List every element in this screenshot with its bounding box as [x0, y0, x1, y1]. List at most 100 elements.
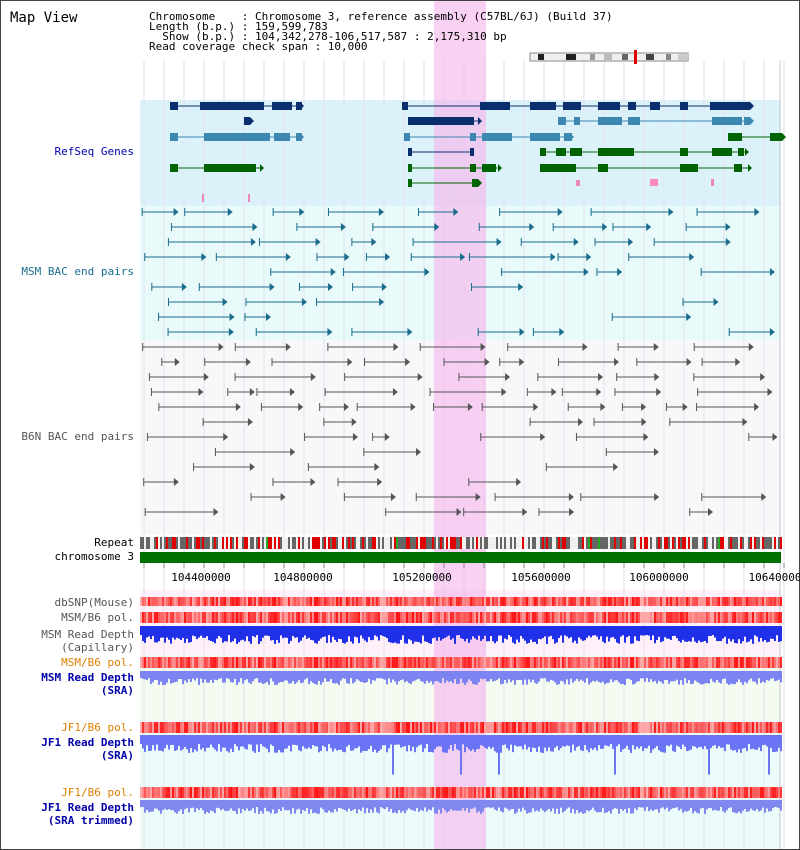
- polymorphism-cell: [300, 787, 302, 798]
- read-depth-bar: [350, 626, 352, 642]
- read-depth-bar: [438, 626, 440, 638]
- read-depth-bar: [540, 671, 542, 679]
- track-label-repeat[interactable]: Repeat: [94, 536, 134, 549]
- read-depth-bar: [572, 800, 574, 809]
- read-depth-bar: [442, 800, 444, 809]
- repeat-segment: [458, 537, 460, 549]
- track-label-jf1-sra-2[interactable]: (SRA): [100, 749, 134, 762]
- read-depth-bar: [222, 735, 224, 748]
- polymorphism-cell: [414, 657, 416, 668]
- polymorphism-cell: [712, 657, 714, 668]
- track-label-jf1-pol-2[interactable]: JF1/B6 pol.: [61, 786, 134, 799]
- polymorphism-cell: [140, 722, 142, 733]
- polymorphism-cell: [716, 597, 718, 606]
- polymorphism-cell: [146, 787, 148, 798]
- read-depth-bar: [630, 671, 632, 681]
- polymorphism-cell: [370, 787, 372, 798]
- track-label-jf1-trim-2[interactable]: (SRA trimmed): [47, 814, 134, 827]
- polymorphism-cell: [458, 722, 460, 733]
- polymorphism-cell: [160, 612, 162, 623]
- polymorphism-cell: [706, 597, 708, 606]
- read-depth-bar: [322, 626, 324, 637]
- track-label-dbsnp[interactable]: dbSNP(Mouse): [54, 596, 134, 609]
- repeat-segment: [314, 537, 316, 549]
- polymorphism-cell: [498, 657, 500, 668]
- read-depth-bar: [384, 626, 386, 637]
- read-depth-bar: [258, 671, 260, 683]
- read-depth-bar: [450, 671, 452, 682]
- polymorphism-cell: [496, 787, 498, 798]
- read-depth-bar: [652, 626, 654, 636]
- read-depth-bar: [210, 735, 212, 745]
- read-depth-bar: [570, 735, 572, 753]
- read-depth-bar: [190, 735, 192, 749]
- track-label-msm-sra-2[interactable]: (SRA): [100, 684, 134, 697]
- read-depth-bar: [366, 800, 368, 809]
- polymorphism-cell: [638, 612, 640, 623]
- repeat-segment: [328, 537, 330, 549]
- track-label-jf1-pol[interactable]: JF1/B6 pol.: [61, 721, 134, 734]
- track-label-msm-pol[interactable]: MSM/B6 pol.: [61, 611, 134, 624]
- polymorphism-cell: [358, 657, 360, 668]
- polymorphism-cell: [366, 657, 368, 668]
- polymorphism-cell: [762, 787, 764, 798]
- repeat-segment: [658, 537, 660, 549]
- polymorphism-cell: [504, 612, 506, 623]
- track-label-refseq[interactable]: RefSeq Genes: [54, 145, 134, 158]
- track-label-jf1-trim-1[interactable]: JF1 Read Depth: [41, 801, 134, 814]
- polymorphism-cell: [324, 612, 326, 623]
- read-depth-bar: [718, 671, 720, 683]
- track-label-jf1-sra-1[interactable]: JF1 Read Depth: [41, 736, 134, 749]
- read-depth-bar: [344, 800, 346, 811]
- read-depth-bar: [206, 800, 208, 812]
- repeat-segment: [692, 537, 694, 549]
- read-depth-bar: [520, 735, 522, 747]
- polymorphism-cell: [248, 722, 250, 733]
- polymorphism-cell: [746, 657, 748, 668]
- polymorphism-cell: [504, 597, 506, 606]
- polymorphism-cell: [506, 597, 508, 606]
- polymorphism-cell: [550, 597, 552, 606]
- read-depth-bar: [446, 800, 448, 813]
- polymorphism-cell: [442, 722, 444, 733]
- read-depth-bar: [624, 735, 626, 749]
- read-depth-bar: [276, 800, 278, 813]
- polymorphism-cell: [338, 722, 340, 733]
- repeat-segment: [540, 537, 542, 549]
- read-depth-bar: [496, 626, 498, 642]
- gene-exon: [200, 102, 206, 110]
- read-depth-bar: [530, 735, 532, 753]
- track-label-b6n-bac[interactable]: B6N BAC end pairs: [21, 430, 134, 443]
- track-label-msm-sra-1[interactable]: MSM Read Depth: [41, 671, 134, 684]
- polymorphism-cell: [754, 657, 756, 668]
- polymorphism-cell: [416, 657, 418, 668]
- polymorphism-cell: [180, 722, 182, 733]
- polymorphism-cell: [422, 787, 424, 798]
- polymorphism-cell: [694, 612, 696, 623]
- track-label-msm-cap-1[interactable]: MSM Read Depth: [41, 628, 134, 641]
- polymorphism-cell: [152, 657, 154, 668]
- polymorphism-cell: [458, 597, 460, 606]
- read-depth-bar: [436, 735, 438, 747]
- repeat-segment: [362, 537, 364, 549]
- track-label-msm-cap-2[interactable]: (Capillary): [61, 641, 134, 654]
- read-depth-bar: [298, 671, 300, 681]
- repeat-segment: [572, 537, 574, 549]
- polymorphism-cell: [500, 657, 502, 668]
- polymorphism-cell: [154, 787, 156, 798]
- read-depth-bar: [578, 671, 580, 682]
- repeat-segment: [298, 537, 300, 549]
- polymorphism-cell: [204, 657, 206, 668]
- read-depth-bar: [446, 671, 448, 681]
- polymorphism-cell: [298, 597, 300, 606]
- polymorphism-cell: [690, 657, 692, 668]
- polymorphism-cell: [360, 612, 362, 623]
- track-label-msm-bac[interactable]: MSM BAC end pairs: [21, 265, 134, 278]
- read-depth-bar: [268, 626, 270, 637]
- bac-end-marker: [201, 253, 207, 261]
- polymorphism-cell: [628, 722, 630, 733]
- read-depth-bar: [338, 671, 340, 685]
- polymorphism-cell: [220, 722, 222, 733]
- track-label-msm-pol-sra[interactable]: MSM/B6 pol.: [61, 656, 134, 669]
